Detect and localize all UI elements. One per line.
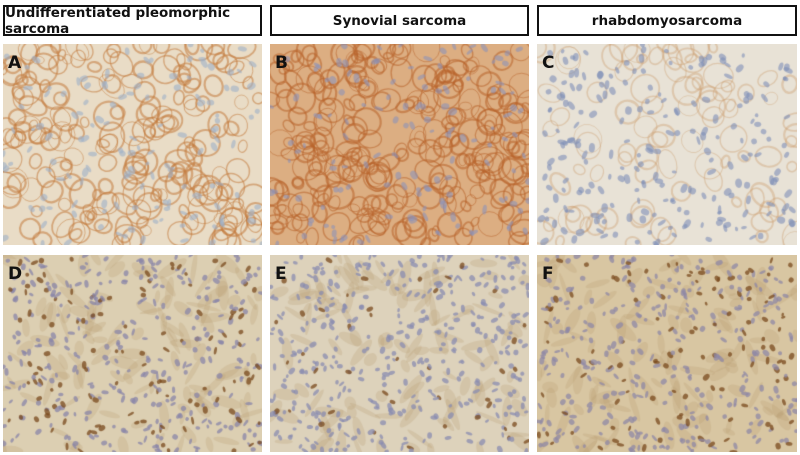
micrograph-image bbox=[3, 255, 262, 452]
column-title: Undifferentiated pleomorphic sarcoma bbox=[5, 4, 231, 37]
panel-label: A bbox=[8, 53, 22, 73]
column-title: rhabdomyosarcoma bbox=[591, 12, 743, 29]
column-header-ups: Undifferentiated pleomorphic sarcoma bbox=[3, 4, 262, 37]
column-title: Synovial sarcoma bbox=[332, 12, 467, 29]
panel-label: C bbox=[542, 53, 555, 73]
micrograph-image bbox=[270, 44, 529, 245]
panel-label: B bbox=[275, 53, 288, 73]
micrograph-panel-e: E bbox=[270, 255, 529, 452]
micrograph-panel-b: B bbox=[270, 44, 529, 245]
panel-label: E bbox=[275, 264, 287, 284]
panel-label: D bbox=[8, 264, 23, 284]
micrograph-image bbox=[270, 255, 529, 452]
column-header-synovial: Synovial sarcoma bbox=[270, 5, 529, 36]
micrograph-panel-f: F bbox=[537, 255, 797, 452]
micrograph-image bbox=[537, 255, 797, 452]
micrograph-image bbox=[3, 44, 262, 245]
micrograph-image bbox=[537, 44, 797, 245]
micrograph-panel-c: C bbox=[537, 44, 797, 245]
panel-label: F bbox=[542, 264, 554, 284]
column-header-rhabdo: rhabdomyosarcoma bbox=[537, 5, 797, 36]
micrograph-panel-a: A bbox=[3, 44, 262, 245]
micrograph-panel-d: D bbox=[3, 255, 262, 452]
